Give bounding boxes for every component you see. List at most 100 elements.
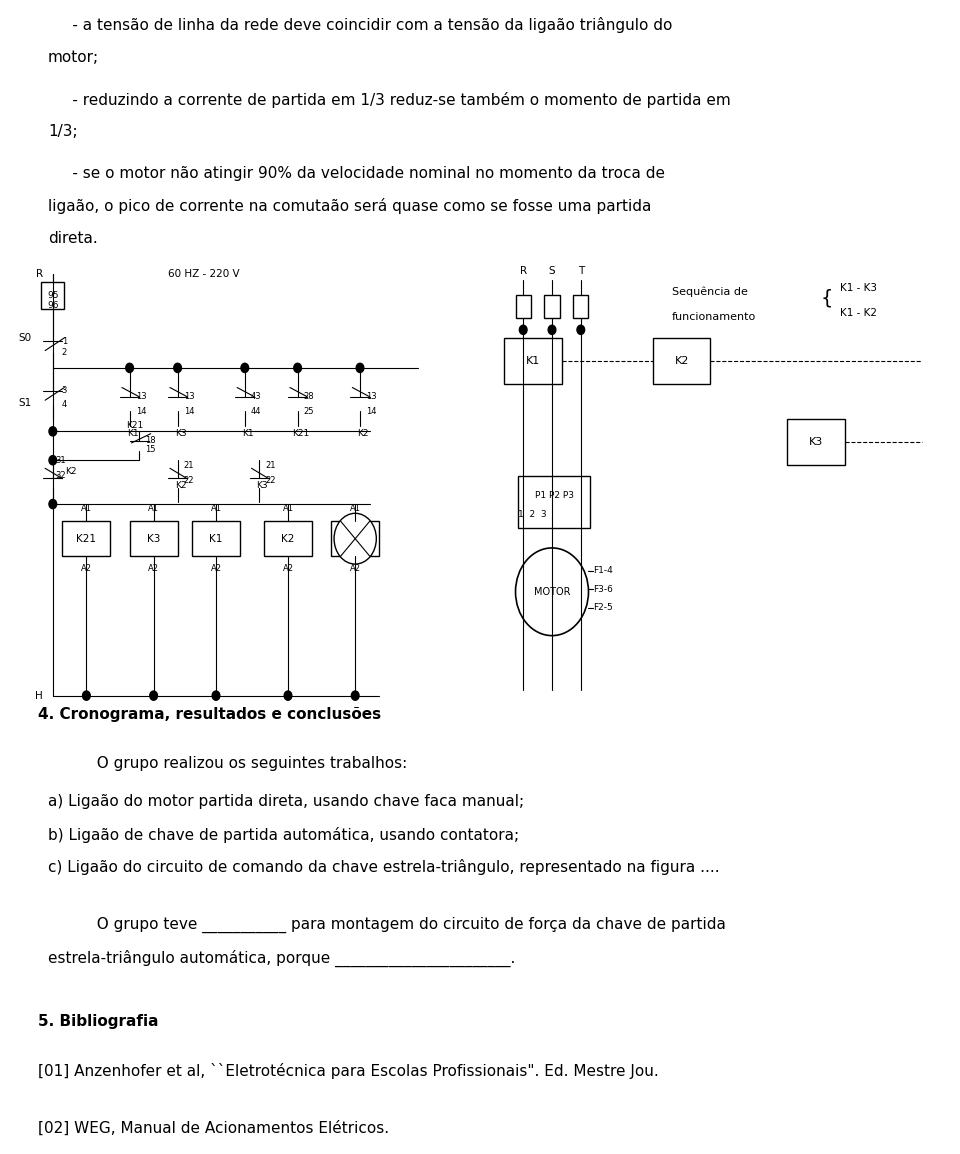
Text: K2: K2 (675, 355, 688, 366)
FancyBboxPatch shape (41, 283, 64, 309)
Text: K3: K3 (147, 533, 160, 544)
FancyBboxPatch shape (787, 419, 845, 465)
Text: 32: 32 (55, 471, 66, 480)
Circle shape (174, 364, 181, 373)
Text: 13: 13 (183, 392, 195, 402)
Text: K2: K2 (65, 467, 77, 477)
Text: S1: S1 (18, 397, 32, 407)
Text: 14: 14 (136, 407, 146, 417)
Text: K3: K3 (175, 429, 186, 439)
Text: T: T (578, 265, 584, 276)
Text: b) Ligaão de chave de partida automática, usando contatora;: b) Ligaão de chave de partida automática… (48, 826, 519, 842)
Text: 22: 22 (184, 477, 194, 486)
Text: motor;: motor; (48, 50, 99, 65)
FancyBboxPatch shape (130, 522, 178, 556)
FancyBboxPatch shape (653, 338, 710, 384)
Text: A2: A2 (148, 564, 159, 574)
Text: K1: K1 (209, 533, 223, 544)
FancyBboxPatch shape (573, 295, 588, 319)
Text: 4. Cronograma, resultados e conclusões: 4. Cronograma, resultados e conclusões (38, 707, 381, 722)
Text: K3: K3 (809, 436, 823, 447)
Text: S: S (549, 265, 555, 276)
Circle shape (548, 325, 556, 335)
Text: F3-6: F3-6 (593, 585, 613, 594)
Text: - a tensão de linha da rede deve coincidir com a tensão da ligaão triângulo do: - a tensão de linha da rede deve coincid… (48, 17, 672, 33)
Text: 3: 3 (61, 387, 67, 396)
Text: O grupo realizou os seguintes trabalhos:: O grupo realizou os seguintes trabalhos: (48, 756, 407, 771)
Text: P1 P2 P3: P1 P2 P3 (536, 492, 574, 501)
Text: A1: A1 (349, 504, 361, 514)
Text: 60 HZ - 220 V: 60 HZ - 220 V (168, 269, 240, 279)
Text: F2-5: F2-5 (593, 604, 613, 613)
Text: 15: 15 (146, 445, 156, 455)
Text: [01] Anzenhofer et al, ``Eletrotécnica para Escolas Profissionais". Ed. Mestre J: [01] Anzenhofer et al, ``Eletrotécnica p… (38, 1063, 660, 1079)
FancyBboxPatch shape (504, 338, 562, 384)
Text: K3: K3 (256, 481, 268, 490)
Text: A1: A1 (210, 504, 222, 514)
Text: 96: 96 (47, 301, 59, 310)
Circle shape (577, 325, 585, 335)
Text: K2: K2 (357, 429, 369, 439)
Text: A1: A1 (148, 504, 159, 514)
Text: 4: 4 (61, 400, 67, 410)
Text: K1 - K2: K1 - K2 (840, 307, 877, 317)
Text: K1: K1 (242, 429, 253, 439)
Text: 28: 28 (303, 392, 315, 402)
Circle shape (49, 456, 57, 465)
Text: 2: 2 (61, 349, 67, 358)
Text: 25: 25 (304, 407, 314, 417)
Text: R: R (36, 269, 43, 279)
Circle shape (49, 427, 57, 436)
Text: ligaão, o pico de corrente na comutaão será quase como se fosse uma partida: ligaão, o pico de corrente na comutaão s… (48, 198, 652, 215)
Circle shape (294, 364, 301, 373)
FancyBboxPatch shape (264, 522, 312, 556)
Text: 14: 14 (184, 407, 194, 417)
Circle shape (284, 691, 292, 700)
Text: K1: K1 (526, 355, 540, 366)
Circle shape (126, 364, 133, 373)
Text: a) Ligaão do motor partida direta, usando chave faca manual;: a) Ligaão do motor partida direta, usand… (48, 794, 524, 809)
FancyBboxPatch shape (62, 522, 110, 556)
Text: K1: K1 (127, 429, 138, 439)
Text: K1 - K3: K1 - K3 (840, 283, 877, 293)
Text: K21: K21 (292, 429, 309, 439)
Text: O grupo teve ___________ para montagem do circuito de força da chave de partida: O grupo teve ___________ para montagem d… (48, 917, 726, 934)
Text: A2: A2 (282, 564, 294, 574)
Text: 13: 13 (135, 392, 147, 402)
Text: 5. Bibliografia: 5. Bibliografia (38, 1014, 159, 1029)
Text: A2: A2 (349, 564, 361, 574)
Text: A2: A2 (81, 564, 92, 574)
Text: estrela-triângulo automática, porque _______________________.: estrela-triângulo automática, porque ___… (48, 950, 516, 967)
Text: - reduzindo a corrente de partida em 1/3 reduz-se também o momento de partida em: - reduzindo a corrente de partida em 1/3… (48, 91, 731, 107)
Circle shape (49, 500, 57, 509)
Text: 95: 95 (47, 291, 59, 300)
FancyBboxPatch shape (518, 477, 590, 529)
Text: 44: 44 (252, 407, 261, 417)
Text: 1: 1 (61, 337, 67, 346)
FancyBboxPatch shape (331, 522, 379, 556)
Text: 13: 13 (366, 392, 377, 402)
Text: 22: 22 (266, 477, 276, 486)
Text: K21: K21 (77, 533, 96, 544)
Text: K2: K2 (175, 481, 186, 490)
Circle shape (516, 548, 588, 636)
Text: funcionamento: funcionamento (672, 312, 756, 322)
Text: 43: 43 (251, 392, 262, 402)
Text: S0: S0 (18, 332, 32, 343)
Circle shape (334, 514, 376, 564)
Text: A1: A1 (81, 504, 92, 514)
Text: Sequência de: Sequência de (672, 286, 748, 297)
Text: [02] WEG, Manual de Acionamentos Elétricos.: [02] WEG, Manual de Acionamentos Elétric… (38, 1121, 390, 1136)
Circle shape (241, 364, 249, 373)
Text: c) Ligaão do circuito de comando da chave estrela-triângulo, representado na fig: c) Ligaão do circuito de comando da chav… (48, 859, 720, 875)
Text: A1: A1 (282, 504, 294, 514)
Text: {: { (821, 288, 833, 307)
Text: H: H (36, 690, 43, 700)
Circle shape (150, 691, 157, 700)
Text: F1-4: F1-4 (593, 567, 613, 576)
Circle shape (519, 325, 527, 335)
Text: 21: 21 (184, 462, 194, 471)
Text: MOTOR: MOTOR (534, 586, 570, 597)
Text: R: R (519, 265, 527, 276)
Text: 1/3;: 1/3; (48, 123, 78, 138)
